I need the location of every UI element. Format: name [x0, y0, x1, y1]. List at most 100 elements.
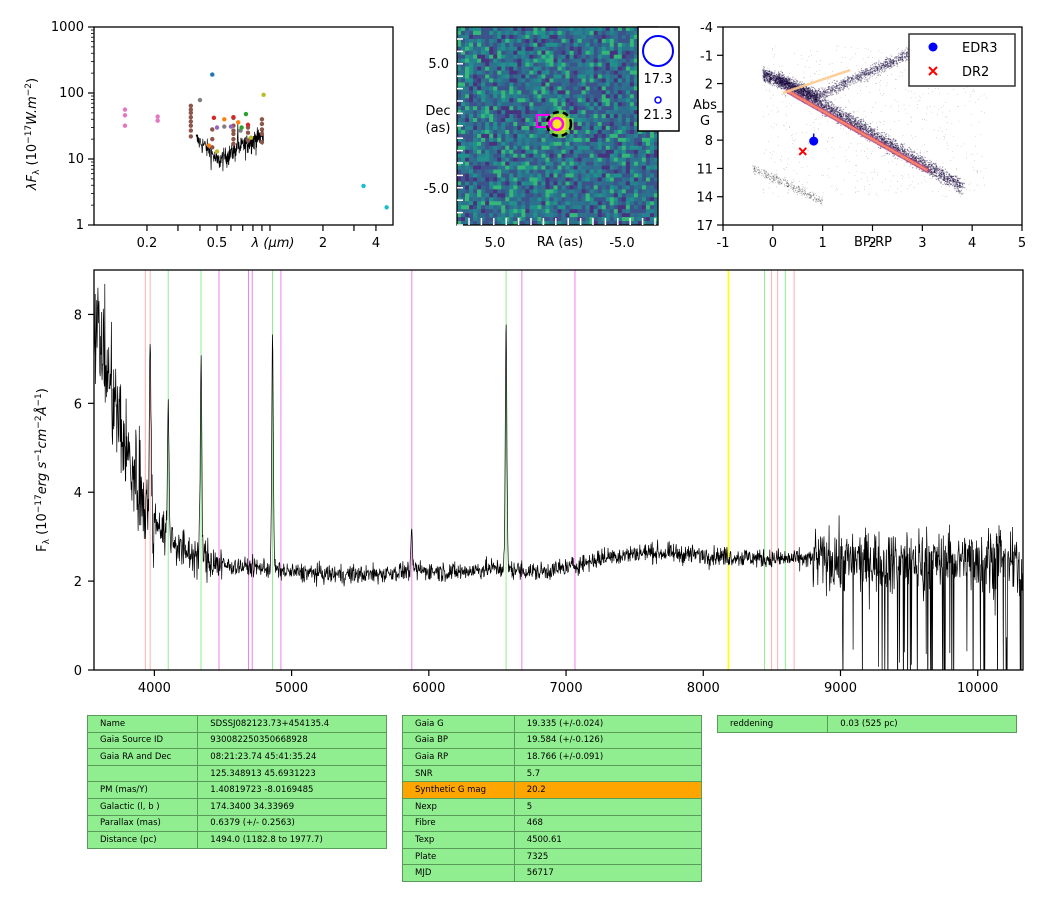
pixel: [629, 102, 635, 107]
pixel: [457, 133, 462, 139]
hrd-ms-star: [903, 151, 906, 154]
hrd-ms-star: [857, 123, 859, 126]
hrd-ms-star: [946, 181, 949, 183]
pixel: [557, 42, 562, 48]
hrd-field-star: [763, 192, 764, 193]
hrd-field-star: [917, 104, 918, 105]
pixel: [621, 82, 627, 87]
pixel: [633, 177, 639, 182]
hrd-field-star: [865, 86, 867, 87]
hrd-ms-star: [940, 171, 943, 174]
hrd-ms-star: [957, 179, 959, 181]
pixel: [545, 110, 550, 115]
pixel: [473, 221, 478, 225]
hrd-ms-star: [851, 123, 854, 125]
hrd-ms-star: [890, 144, 892, 146]
hrd-ms-star: [820, 103, 822, 105]
pixel: [585, 90, 590, 95]
hrd-ms-star: [907, 149, 909, 152]
hrd-ms-star: [842, 114, 844, 116]
pixel: [617, 137, 623, 143]
hrd-ms-star: [821, 104, 823, 106]
pixel: [653, 213, 658, 218]
pixel: [593, 173, 598, 178]
hrd-ms-star: [857, 126, 859, 128]
image-legend: 17.3 21.3: [637, 26, 680, 132]
hrd-ms-star: [867, 129, 869, 131]
pixel: [465, 173, 470, 178]
hrd-ms-star: [876, 136, 878, 138]
pixel: [461, 189, 466, 194]
hrd-field-star: [878, 50, 880, 52]
pixel: [605, 38, 611, 44]
pixel: [513, 217, 518, 222]
pixel: [521, 50, 526, 56]
hrd-ms-star: [932, 170, 934, 172]
pixel: [577, 38, 582, 44]
pixel: [489, 102, 494, 107]
pixel: [533, 149, 538, 155]
pixel: [577, 58, 582, 63]
hrd-field-star: [924, 143, 925, 145]
hrd-ms-star: [794, 85, 796, 87]
pixel: [545, 133, 550, 139]
hrd-ms-star: [807, 92, 809, 94]
pixel: [517, 181, 522, 186]
pixel: [529, 78, 534, 83]
hrd-field-star: [846, 67, 848, 68]
hrd-ms-star: [913, 155, 915, 157]
hrd-ms-star: [778, 76, 781, 78]
hrd-field-star: [773, 56, 774, 58]
pixel: [573, 42, 578, 48]
hrd-ms-star: [958, 182, 960, 184]
pixel: [489, 181, 494, 186]
pixel: [465, 181, 470, 186]
hrd-field-star: [832, 71, 833, 72]
pixel: [497, 30, 502, 36]
pixel: [577, 137, 582, 143]
hrd-field-star: [966, 189, 968, 191]
pixel: [513, 110, 518, 115]
hrd-ms-star: [864, 127, 866, 129]
pixel: [549, 221, 554, 225]
pixel: [537, 129, 542, 135]
pixel: [609, 205, 615, 210]
pixel: [625, 126, 631, 131]
pixel: [497, 66, 502, 71]
hrd-field-star: [764, 85, 765, 86]
hrd-field-star: [925, 181, 927, 182]
pixel: [493, 30, 498, 36]
pixel: [565, 213, 570, 218]
pixel: [541, 141, 546, 147]
hrd-field-star: [877, 172, 879, 174]
pixel: [541, 149, 546, 155]
hrd-field-star: [793, 170, 795, 172]
pixel: [597, 27, 603, 32]
hrd-ms-star: [828, 106, 831, 108]
hrd-ms-star: [830, 108, 833, 111]
pixel: [561, 177, 566, 182]
pixel: [561, 185, 566, 190]
pixel: [485, 38, 490, 44]
pixel: [561, 50, 566, 56]
pixel: [473, 126, 478, 131]
hrd-ms-star: [808, 92, 811, 94]
hrd-ms-star: [805, 96, 807, 98]
pixel: [617, 149, 623, 155]
hrd-ms-star: [875, 136, 877, 138]
pixel: [585, 221, 590, 225]
hrd-ms-star: [808, 99, 810, 101]
pixel: [581, 221, 586, 225]
pixel: [513, 153, 518, 158]
pixel: [653, 165, 658, 170]
hrd-ms-star: [935, 169, 937, 171]
pixel: [549, 201, 554, 206]
hrd-ms-star: [949, 173, 951, 175]
hrd-field-star: [970, 96, 971, 98]
hrd-ms-star: [778, 84, 780, 87]
pixel: [581, 58, 586, 63]
hrd-ms-star: [945, 177, 948, 179]
pixel: [505, 86, 510, 91]
hrd-field-star: [940, 106, 942, 108]
hrd-ms-star: [956, 184, 958, 186]
